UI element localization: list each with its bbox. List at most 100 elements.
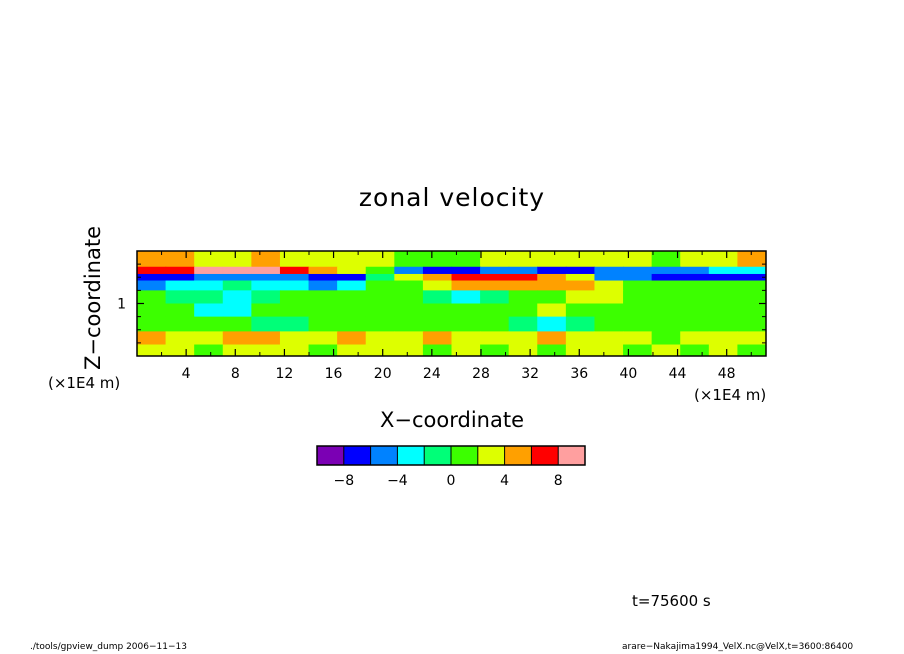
field-cell (651, 251, 681, 268)
field-cell (508, 280, 538, 291)
field-cell (594, 290, 624, 305)
field-cell (623, 344, 653, 356)
field-cell (680, 303, 710, 318)
field-cell (222, 251, 252, 268)
field-cell (279, 251, 310, 268)
chart-title: zonal velocity (358, 183, 546, 212)
x-tick-label: 44 (669, 366, 687, 382)
field-cell (651, 290, 681, 305)
field-cell (651, 344, 681, 356)
field-cell (737, 303, 766, 318)
field-cell (737, 344, 766, 356)
field-cell (480, 344, 510, 356)
field-cell (508, 316, 538, 332)
field-cell (737, 331, 766, 346)
field-cell (565, 331, 596, 346)
field-cell (537, 290, 567, 305)
field-cell (422, 266, 453, 275)
field-cell (308, 280, 338, 291)
field-cell (737, 251, 766, 268)
field-cell (737, 273, 766, 282)
field-cell (451, 266, 481, 275)
field-cell (594, 303, 624, 318)
field-cell (165, 331, 195, 346)
field-cell (165, 266, 195, 275)
field-cell (451, 290, 481, 305)
field-cell (365, 266, 395, 275)
field-cell (337, 273, 367, 282)
field-cell (365, 303, 395, 318)
field-cell (279, 331, 310, 346)
field-cell (137, 331, 167, 346)
field-cell (422, 251, 453, 268)
field-cell (594, 266, 624, 275)
field-cell (480, 316, 510, 332)
field-cell (251, 303, 281, 318)
field-cell (279, 273, 310, 282)
field-cell (279, 344, 310, 356)
field-cell (537, 303, 567, 318)
field-cell (737, 266, 766, 275)
field-cell (680, 251, 710, 268)
field-cell (680, 344, 710, 356)
field-cell (680, 331, 710, 346)
field-cell (480, 290, 510, 305)
field-cell (451, 344, 481, 356)
heatmap-field (137, 251, 766, 356)
field-cell (451, 273, 481, 282)
field-cell (165, 316, 195, 332)
field-cell (365, 251, 395, 268)
colorbar-swatch (370, 446, 398, 465)
field-cell (337, 290, 367, 305)
field-cell (279, 290, 310, 305)
field-cell (394, 316, 424, 332)
colorbar-swatch (397, 446, 425, 465)
field-cell (480, 331, 510, 346)
field-cell (623, 251, 653, 268)
field-cell (394, 266, 424, 275)
colorbar-swatch (531, 446, 559, 465)
field-cell (623, 290, 653, 305)
field-cell (422, 273, 453, 282)
field-cell (651, 331, 681, 346)
field-cell (708, 316, 739, 332)
field-cell (165, 303, 195, 318)
footer-right: arare−Nakajima1994_VelX.nc@VelX,t=3600:8… (622, 642, 854, 652)
field-cell (451, 280, 481, 291)
field-cell (565, 280, 596, 291)
field-cell (651, 316, 681, 332)
field-cell (565, 344, 596, 356)
field-cell (480, 280, 510, 291)
x-tick-label: 32 (521, 366, 539, 382)
field-cell (394, 344, 424, 356)
field-cell (422, 280, 453, 291)
colorbar-tick-label: 0 (447, 473, 456, 489)
field-cell (137, 303, 167, 318)
field-cell (565, 266, 596, 275)
field-cell (623, 266, 653, 275)
field-cell (680, 266, 710, 275)
field-cell (623, 331, 653, 346)
colorbar-tick-label: −8 (333, 473, 354, 489)
field-cell (422, 331, 453, 346)
field-cell (651, 273, 681, 282)
colorbar-swatch (558, 446, 586, 465)
field-cell (451, 331, 481, 346)
field-cell (565, 251, 596, 268)
field-cell (680, 316, 710, 332)
colorbar: −8 −4 0 4 8 (316, 445, 586, 489)
field-cell (680, 273, 710, 282)
time-annotation: t=75600 s (632, 592, 711, 610)
field-cell (194, 290, 224, 305)
field-cell (337, 331, 367, 346)
field-cell (737, 290, 766, 305)
field-cell (565, 290, 596, 305)
field-cell (594, 316, 624, 332)
field-cell (137, 316, 167, 332)
field-cell (480, 303, 510, 318)
field-cell (222, 266, 252, 275)
field-cell (165, 290, 195, 305)
field-cell (365, 344, 395, 356)
field-cell (708, 331, 739, 346)
field-cell (680, 280, 710, 291)
